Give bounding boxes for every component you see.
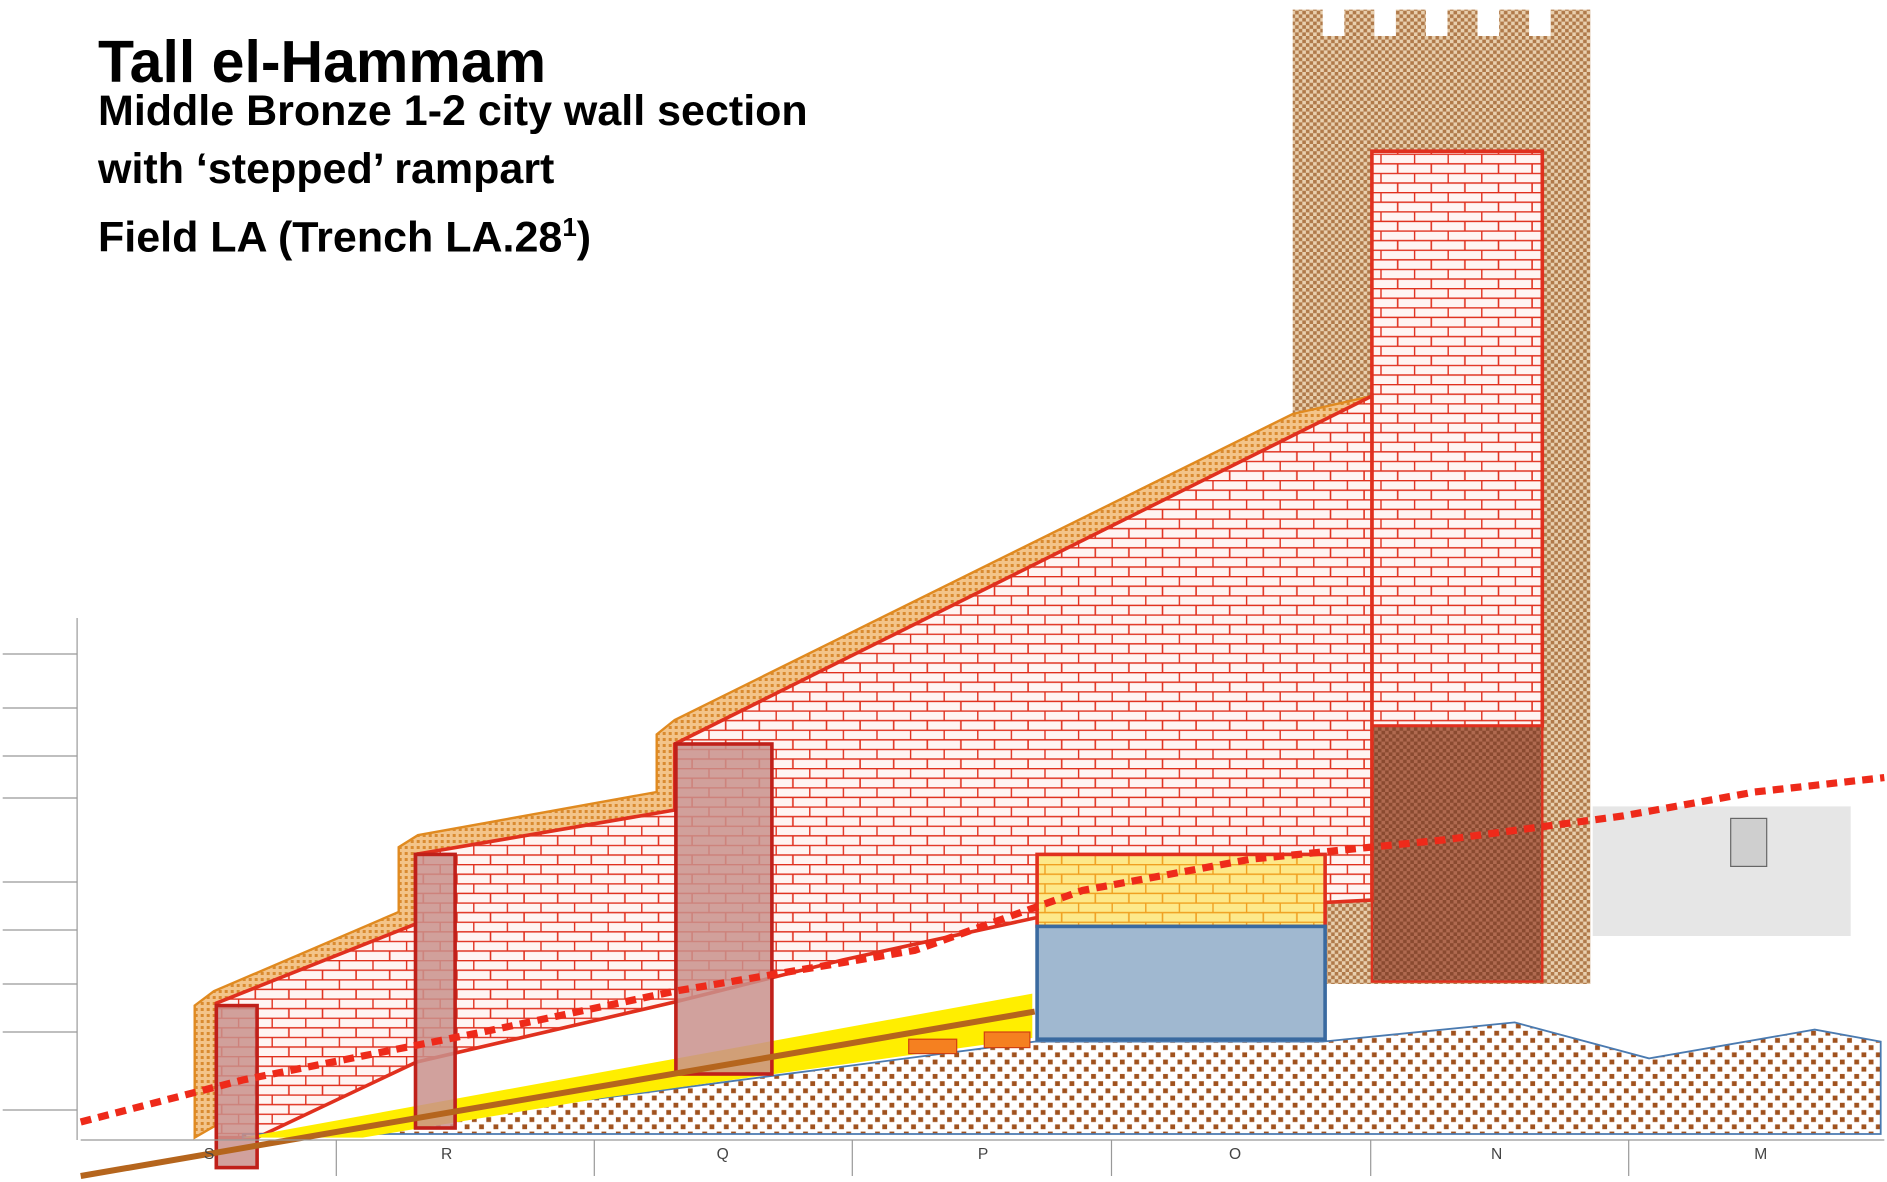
subtitle-text: ) — [577, 213, 591, 261]
tower-brick — [1372, 151, 1542, 726]
tower-foundation — [1372, 726, 1542, 982]
subtitle: with ‘stepped’ rampart — [98, 140, 554, 198]
grid-label: S — [204, 1146, 214, 1163]
grid-label: Q — [717, 1146, 729, 1163]
grid-label: P — [978, 1146, 988, 1163]
stone — [984, 1032, 1030, 1048]
page: SRQPONM Tall el-Hammam Middle Bronze 1-2… — [0, 0, 1887, 1182]
subtitle: Field LA (Trench LA.281) — [98, 198, 591, 266]
pier — [416, 854, 456, 1128]
grid-label: N — [1491, 1146, 1502, 1163]
blue-block — [1037, 926, 1325, 1039]
sketch-area — [1593, 806, 1851, 936]
sketch-wall — [1731, 818, 1767, 866]
stone — [909, 1039, 957, 1053]
grid-label: R — [441, 1146, 452, 1163]
elevation-scale — [3, 618, 77, 1140]
grid-label: O — [1229, 1146, 1241, 1163]
pier — [676, 744, 772, 1074]
grid-label: M — [1754, 1146, 1767, 1163]
subtitle-text: Field LA (Trench LA.28 — [98, 213, 562, 261]
subtitle: Middle Bronze 1-2 city wall section — [98, 82, 808, 140]
superscript: 1 — [562, 212, 576, 242]
